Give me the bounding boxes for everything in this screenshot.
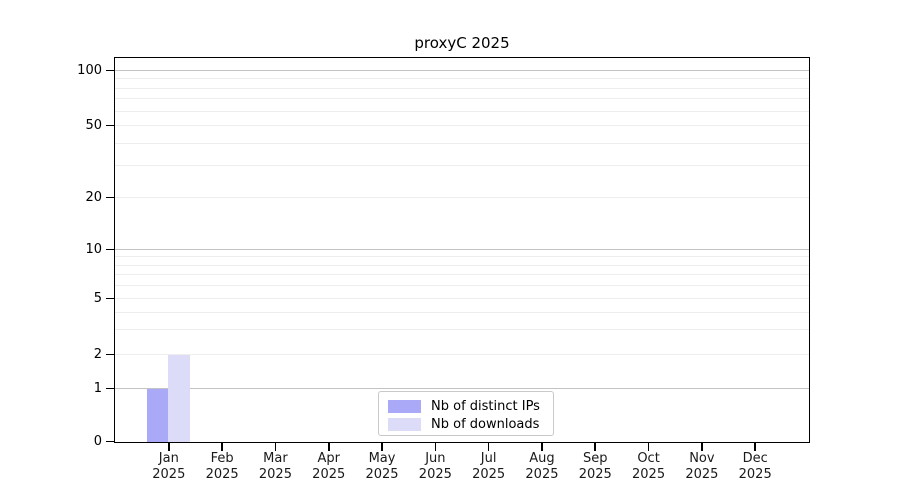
chart-title: proxyC 2025 (414, 34, 510, 52)
x-tick-mark (701, 443, 703, 451)
y-tick-label: 50 (85, 117, 102, 133)
gridline-minor (115, 197, 809, 198)
y-tick-mark (106, 248, 114, 251)
x-tick-mark (381, 443, 383, 451)
x-tick-mark (327, 443, 330, 451)
legend-item-downloads: Nb of downloads (388, 415, 545, 433)
x-tick-mark (274, 443, 277, 451)
y-tick-mark (106, 440, 114, 443)
plot-area (114, 57, 810, 443)
gridline-minor (115, 142, 809, 144)
gridline-minor (115, 78, 809, 80)
gridline-minor (115, 98, 809, 100)
y-tick-label: 1 (93, 380, 102, 396)
y-tick-mark (106, 387, 114, 390)
gridline-major (115, 70, 809, 71)
x-tick-label: Jan 2025 (152, 451, 186, 482)
y-tick-label: 0 (93, 433, 102, 449)
y-tick-label: 20 (85, 189, 102, 205)
gridline-minor (115, 256, 809, 258)
x-tick-mark (168, 443, 170, 451)
x-tick-mark (754, 443, 756, 451)
bar-downloads (168, 355, 190, 442)
gridline-major (115, 388, 809, 389)
gridline-minor (115, 311, 809, 313)
y-tick-label: 100 (77, 62, 102, 78)
legend-label-distinct-ips: Nb of distinct IPs (431, 398, 540, 414)
x-tick-mark (487, 443, 490, 451)
legend-label-downloads: Nb of downloads (431, 416, 540, 432)
gridline-minor (115, 264, 809, 266)
x-tick-label: Feb 2025 (205, 451, 239, 482)
x-tick-label: Apr 2025 (312, 451, 346, 482)
gridline-minor (115, 354, 809, 355)
gridline-minor (115, 125, 809, 126)
x-tick-mark (541, 443, 543, 451)
bar-distinct-ips (146, 389, 169, 442)
y-tick-label: 2 (93, 346, 102, 362)
x-tick-label: Aug 2025 (525, 451, 559, 482)
y-tick-mark (106, 297, 114, 300)
gridline-minor (115, 298, 809, 299)
x-tick-label: May 2025 (365, 451, 399, 482)
y-tick-mark (106, 196, 114, 199)
y-tick-label: 5 (93, 290, 102, 306)
x-tick-label: Jun 2025 (418, 451, 452, 482)
x-tick-mark (647, 443, 650, 451)
gridline-minor (115, 165, 809, 167)
y-tick-mark (106, 124, 114, 127)
gridline-minor (115, 329, 809, 331)
y-tick-mark (106, 69, 114, 72)
gridline-minor (115, 285, 809, 287)
x-tick-label: Dec 2025 (738, 451, 772, 482)
x-tick-mark (434, 443, 437, 451)
x-tick-label: Mar 2025 (258, 451, 292, 482)
legend-swatch-distinct-ips-icon (388, 399, 421, 413)
x-tick-mark (221, 443, 223, 451)
x-tick-label: Oct 2025 (632, 451, 666, 482)
gridline-minor (115, 110, 809, 112)
gridline-major (115, 249, 809, 250)
x-tick-label: Sep 2025 (578, 451, 612, 482)
legend-item-distinct-ips: Nb of distinct IPs (388, 397, 545, 415)
gridline-minor (115, 274, 809, 276)
y-tick-mark (106, 353, 114, 356)
x-tick-mark (594, 443, 597, 451)
legend-swatch-downloads-icon (388, 417, 421, 431)
x-tick-label: Nov 2025 (685, 451, 719, 482)
gridline-minor (115, 87, 809, 89)
x-tick-label: Jul 2025 (472, 451, 506, 482)
legend: Nb of distinct IPs Nb of downloads (378, 391, 554, 436)
y-tick-label: 10 (85, 241, 102, 257)
